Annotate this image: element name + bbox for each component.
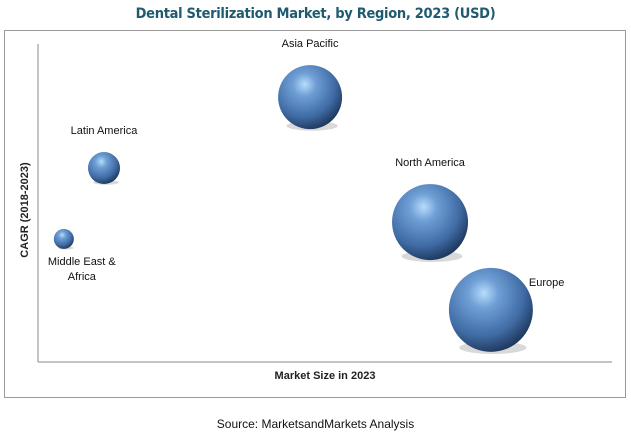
source-note: Source: MarketsandMarkets Analysis	[216, 417, 415, 431]
y-axis-label: CAGR (2018-2023)	[19, 162, 31, 258]
bubble-label-line: Asia Pacific	[282, 38, 339, 50]
bubble-label: Asia Pacific	[282, 38, 339, 50]
bubble-label: Europe	[529, 277, 564, 289]
bubble-label-line: Europe	[529, 277, 564, 289]
bubble-label: Middle East & Africa	[48, 256, 117, 283]
bubble-north-america	[392, 184, 469, 261]
bubble-label: Latin America	[71, 125, 139, 137]
x-axis-label: Market Size in 2023	[275, 370, 376, 382]
bubble-middle-east-africa	[53, 228, 74, 249]
bubble-label-line: Middle East &	[48, 256, 117, 268]
bubble-latin-america	[88, 152, 121, 185]
bubble-label: North America	[395, 157, 466, 169]
bubble-asia-pacific	[278, 65, 343, 130]
chart-frame	[4, 30, 626, 398]
bubble-label-line: Latin America	[71, 125, 139, 137]
bubble-label-line: North America	[395, 157, 466, 169]
chart-title: Dental Sterilization Market, by Region, …	[135, 6, 496, 22]
bubble-europe	[448, 267, 533, 352]
bubble-label-line: Africa	[68, 271, 97, 283]
